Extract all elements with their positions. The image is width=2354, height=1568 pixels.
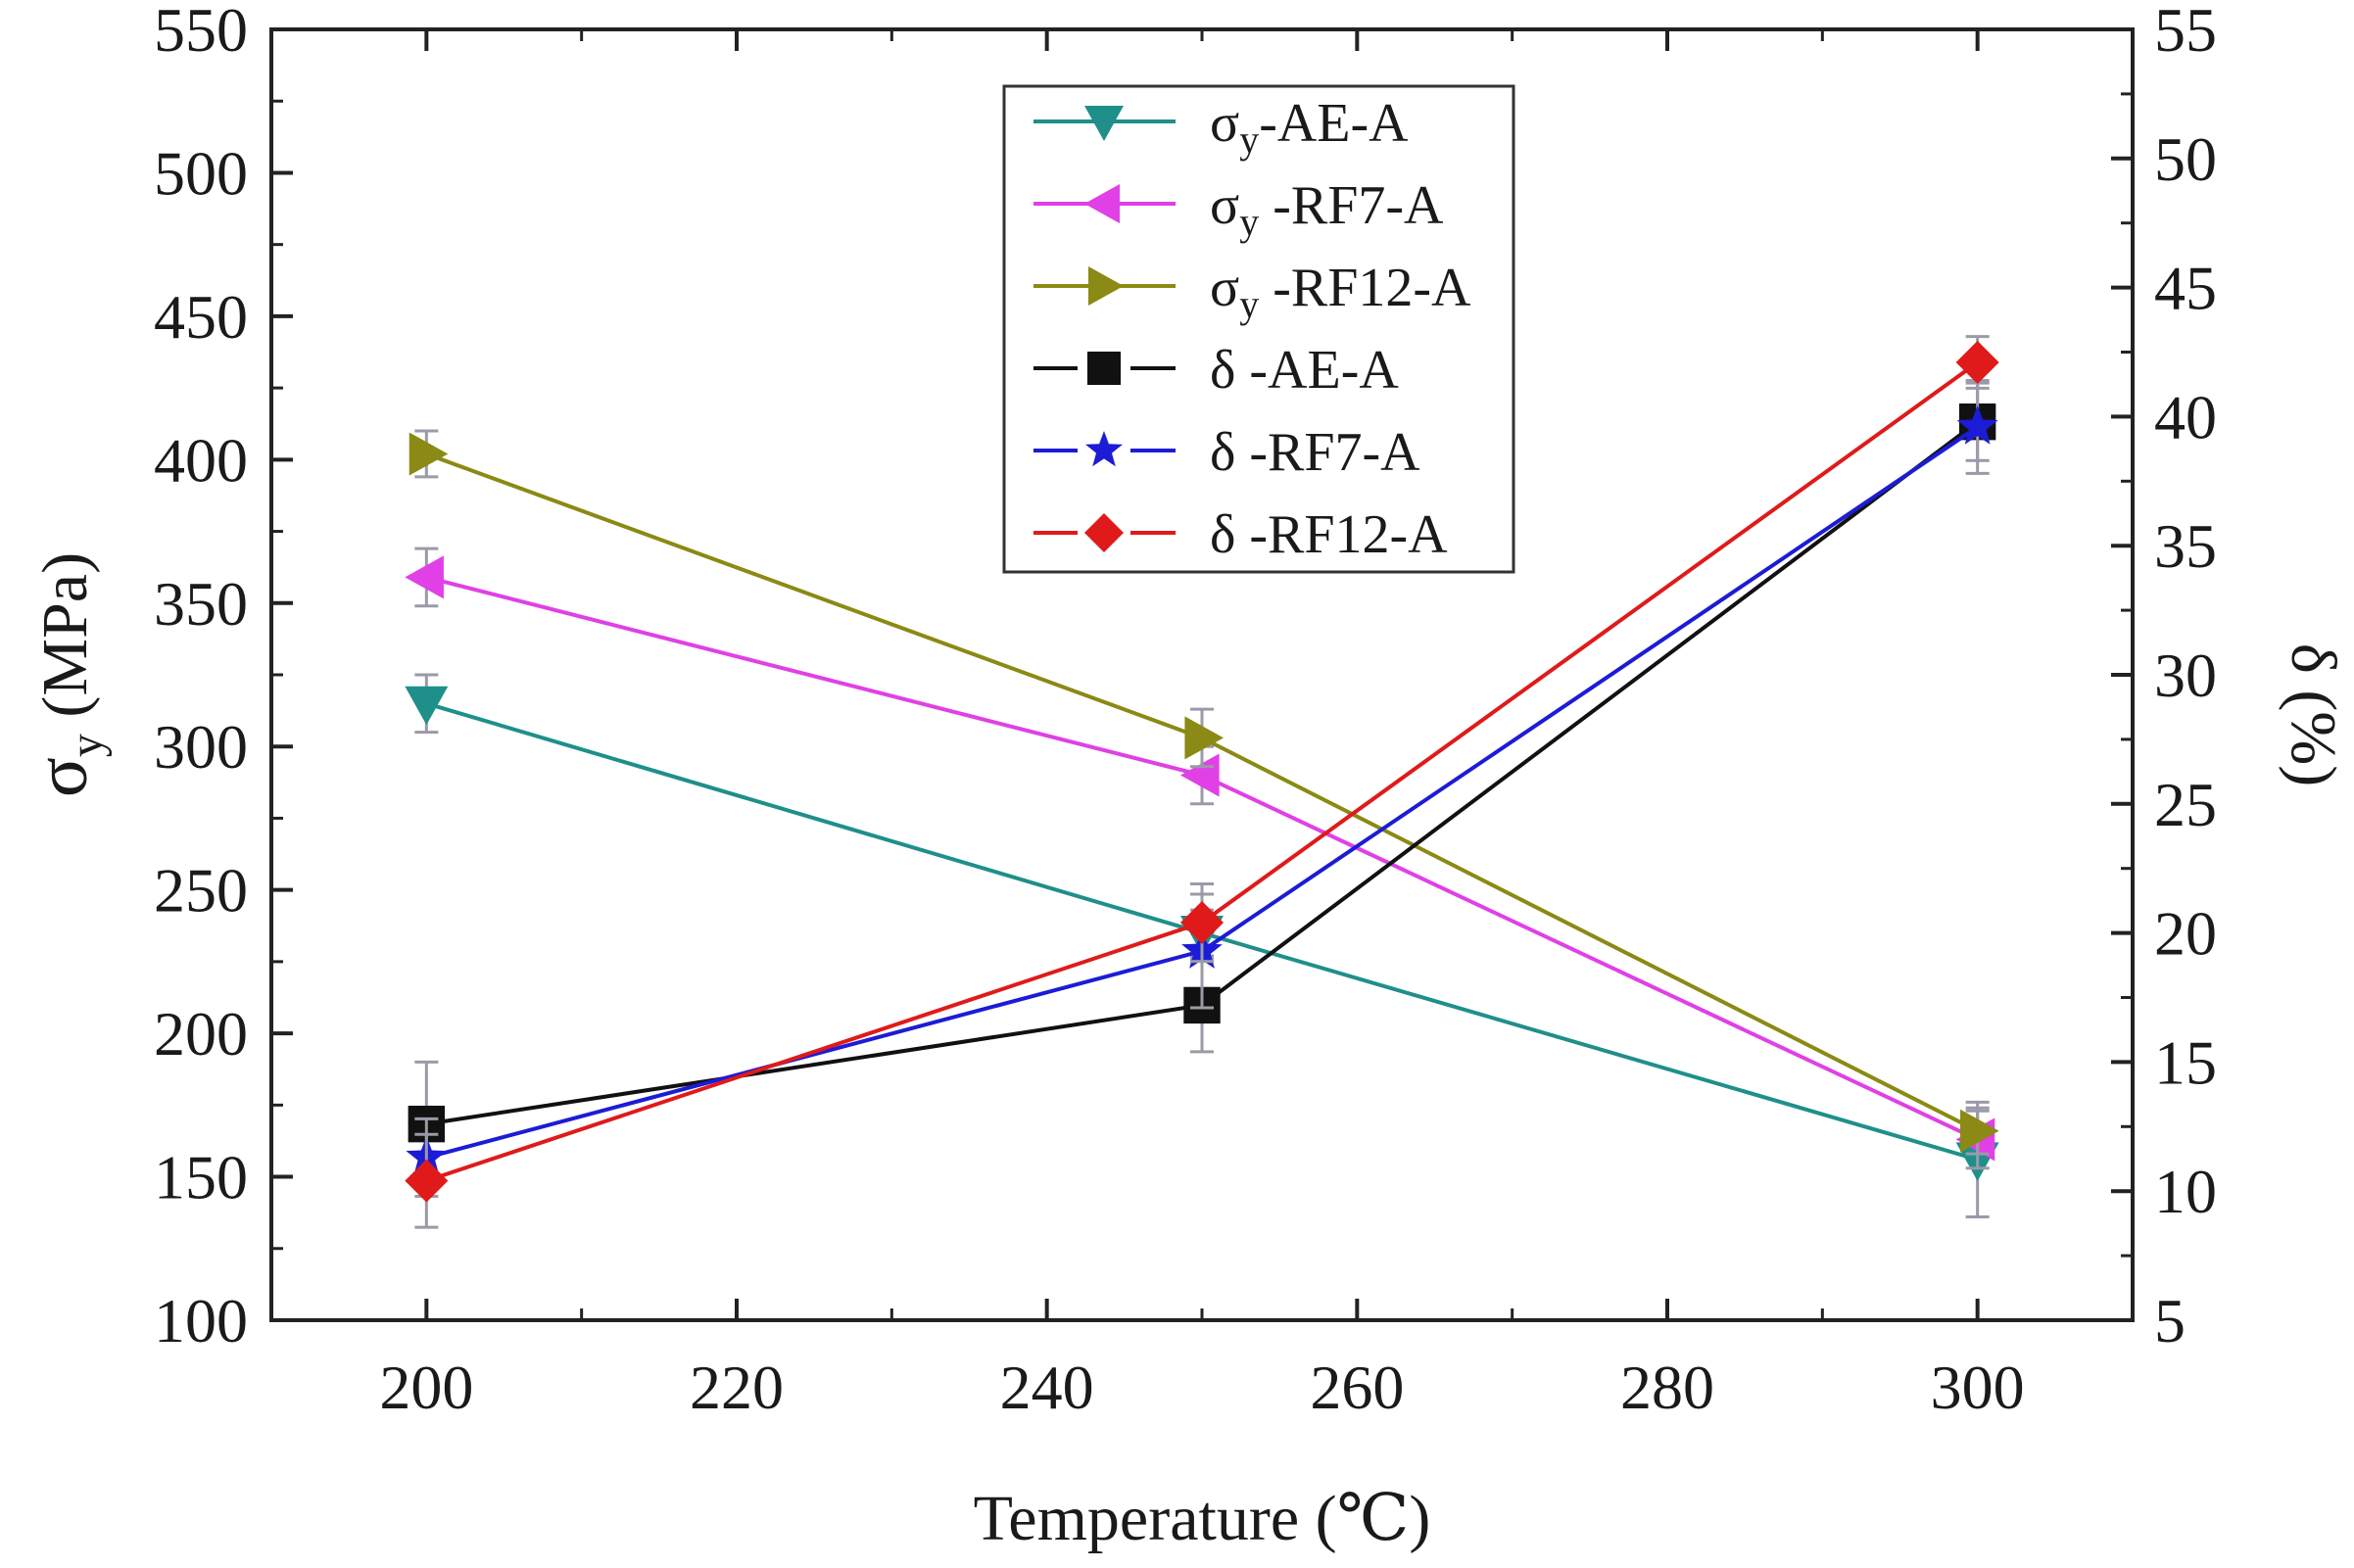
legend-subscript: y — [1239, 118, 1259, 162]
legend-symbol: δ — [1210, 340, 1235, 401]
legend-subscript: y — [1239, 200, 1259, 244]
legend-box — [1002, 84, 1515, 574]
data-point — [405, 686, 449, 726]
y-right-tick-label: 30 — [2154, 641, 2217, 710]
legend-entry: σy -RF7-A — [1033, 175, 1444, 244]
y-axis-right-title: δ (%) — [2278, 643, 2349, 787]
y-right-tick-label: 40 — [2154, 382, 2217, 451]
y-left-tick-label: 500 — [154, 138, 248, 208]
y-right-tick-label: 5 — [2154, 1286, 2186, 1355]
data-point — [405, 1159, 449, 1203]
data-point — [405, 555, 444, 599]
x-axis-title: Temperature (℃) — [974, 1483, 1431, 1554]
data-point — [1956, 404, 1998, 445]
y-left-subscript: y — [61, 734, 113, 757]
y-left-tick-label: 200 — [154, 999, 248, 1069]
x-tick-label: 280 — [1620, 1353, 1714, 1422]
legend-subscript: y — [1239, 282, 1259, 326]
y-left-tick-label: 450 — [154, 282, 248, 352]
legend-label: σy -RF7-A — [1210, 175, 1444, 244]
y-right-tick-label: 20 — [2154, 899, 2217, 969]
y-left-tick-label: 250 — [154, 856, 248, 926]
x-tick-label: 220 — [690, 1353, 784, 1422]
legend-entry: δ -RF12-A — [1033, 504, 1448, 565]
y-axis-left-title: σy (MPa) — [21, 552, 113, 797]
y-right-tick-label: 15 — [2154, 1027, 2217, 1097]
series-line — [425, 575, 1979, 1142]
legend-label: δ -RF12-A — [1210, 504, 1448, 565]
legend-marker — [1084, 106, 1124, 141]
legend-entry: σy -RF12-A — [1033, 258, 1471, 326]
y-left-tick-label: 550 — [154, 0, 248, 65]
y-left-tick-label: 100 — [154, 1286, 248, 1355]
legend: σy-AE-Aσy -RF7-Aσy -RF12-Aδ -AE-Aδ -RF7-… — [1002, 84, 1515, 574]
legend-marker — [1084, 513, 1124, 552]
y-left-tick-label: 400 — [154, 425, 248, 495]
y-right-tick-label: 10 — [2154, 1157, 2217, 1226]
y-left-tick-label: 150 — [154, 1143, 248, 1212]
legend-marker — [1084, 184, 1120, 223]
y-right-tick-label: 25 — [2154, 770, 2217, 839]
data-point — [408, 432, 449, 476]
series-rf12-a — [408, 429, 1999, 1156]
y-right-tick-label: 55 — [2154, 0, 2217, 65]
legend-series-name: -RF12-A — [1259, 258, 1471, 318]
legend-series-name: -AE-A — [1235, 340, 1399, 401]
series-layer — [405, 335, 1999, 1229]
y-left-symbol: σ — [21, 757, 103, 797]
data-point — [1960, 1109, 1999, 1153]
legend-series-name: -RF12-A — [1235, 504, 1448, 565]
svg-text:σy (MPa): σy (MPa) — [21, 552, 113, 797]
legend-label: δ -AE-A — [1210, 340, 1399, 401]
data-point — [1955, 341, 1999, 385]
svg-text:δ (%): δ (%) — [2278, 643, 2349, 787]
y-right-tick-label: 45 — [2154, 254, 2217, 323]
legend-symbol: δ — [1210, 422, 1235, 483]
data-point — [1184, 716, 1224, 760]
legend-label: δ -RF7-A — [1210, 422, 1420, 483]
data-point — [1180, 901, 1224, 945]
legend-label: σy -RF12-A — [1210, 258, 1471, 326]
legend-marker — [1088, 266, 1124, 306]
legend-symbol: σ — [1210, 258, 1239, 318]
legend-entry: δ -RF7-A — [1033, 422, 1420, 483]
series-rf7-a — [405, 546, 1995, 1170]
x-tick-label: 300 — [1931, 1353, 2025, 1422]
legend-entry: σy-AE-A — [1033, 93, 1409, 162]
legend-marker — [1085, 431, 1123, 467]
x-tick-label: 200 — [379, 1353, 473, 1422]
y-right-tick-label: 50 — [2154, 124, 2217, 194]
legend-symbol: σ — [1210, 175, 1239, 236]
tick-labels: 200 220 240 260 280 300 100 150 200 250 300 350 400 4… — [154, 0, 2217, 1422]
legend-marker — [1087, 352, 1121, 385]
plot-frame — [269, 27, 2135, 1322]
legend-label: σy-AE-A — [1210, 93, 1409, 162]
series-delta-rf12-a — [405, 335, 1999, 1229]
x-tick-label: 240 — [1000, 1353, 1094, 1422]
legend-series-name: -AE-A — [1259, 93, 1409, 154]
y-left-tick-label: 300 — [154, 712, 248, 782]
legend-symbol: σ — [1210, 93, 1239, 154]
y-right-tick-label: 35 — [2154, 511, 2217, 581]
legend-series-name: -RF7-A — [1259, 175, 1444, 236]
legend-entry: δ -AE-A — [1033, 340, 1399, 401]
legend-symbol: δ — [1210, 504, 1235, 565]
x-tick-label: 260 — [1310, 1353, 1404, 1422]
y-left-tick-label: 350 — [154, 569, 248, 639]
data-point — [1180, 753, 1220, 797]
legend-series-name: -RF7-A — [1235, 422, 1420, 483]
y-left-unit: (MPa) — [29, 552, 101, 734]
